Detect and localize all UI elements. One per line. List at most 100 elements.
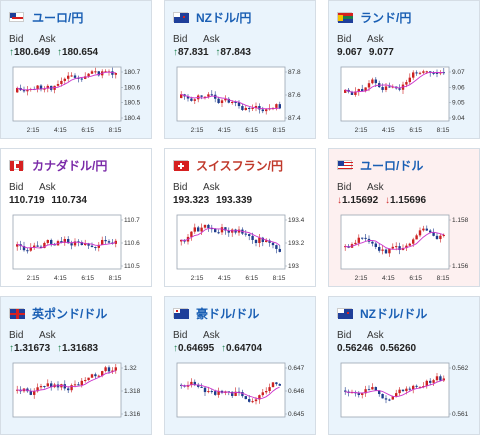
candle-body xyxy=(357,393,360,395)
candle-body xyxy=(271,242,275,246)
card-header[interactable]: 豪ドル/ドル xyxy=(173,305,259,321)
candle-body xyxy=(63,239,66,243)
candle-body xyxy=(29,247,32,251)
card-header[interactable]: ユーロ/円 xyxy=(9,9,83,25)
candle-body xyxy=(73,384,77,386)
y-tick-label: 0.645 xyxy=(288,411,305,418)
price-chart[interactable]: 193.4 193.2 193 2:15 4:15 6:15 8:15 xyxy=(173,211,309,283)
candle-body xyxy=(16,87,19,93)
candle-body xyxy=(214,228,217,233)
y-tick-label: 110.5 xyxy=(124,263,140,270)
candle-body xyxy=(384,398,388,400)
candle-body xyxy=(412,239,415,244)
card-gbpusd[interactable]: 英ポンド/ドル Bid Ask ↑1.31673 ↑1.31683 1.32 1.3… xyxy=(0,296,152,435)
ask-value: 0.56260 xyxy=(379,343,417,354)
candle-body xyxy=(193,99,196,101)
card-nzdjpy[interactable]: NZドル/円 Bid Ask ↑87.831 ↑87.843 87.8 87.6 87… xyxy=(164,0,316,139)
candle-body xyxy=(415,235,418,240)
candle-body xyxy=(16,389,19,391)
candle-body xyxy=(405,82,408,85)
candle-body xyxy=(432,232,435,236)
bid-label: Bid xyxy=(337,330,352,341)
candle-body xyxy=(97,375,100,377)
candle-body xyxy=(94,374,97,377)
price-chart[interactable]: 1.158 1.156 2:15 4:15 6:15 8:15 xyxy=(337,211,473,283)
candle-body xyxy=(398,246,401,250)
price-chart[interactable]: 9.07 9.06 9.05 9.04 2:15 4:15 6:15 8:15 xyxy=(337,63,473,135)
card-eurusd[interactable]: ユーロ/ドル Bid Ask ↓1.15692 ↓1.15696 1.158 1.1… xyxy=(328,148,480,287)
plot-area xyxy=(176,362,286,418)
card-eurjpy[interactable]: ユーロ/円 Bid Ask ↑180.649 ↑180.654 180.7 180.… xyxy=(0,0,152,139)
pair-title[interactable]: 英ポンド/ドル xyxy=(32,306,108,321)
card-header[interactable]: ランド/円 xyxy=(337,9,411,25)
eu-flag-icon xyxy=(9,12,24,22)
card-header[interactable]: スイスフラン/円 xyxy=(173,157,283,173)
ask-value: 87.843 xyxy=(220,47,251,58)
candle-body xyxy=(26,89,29,92)
price-chart[interactable]: 180.7 180.6 180.5 180.4 2:15 4:15 6:15 8:15 xyxy=(9,63,145,135)
card-header[interactable]: ユーロ/ドル xyxy=(337,157,423,173)
nz-flag-icon xyxy=(173,12,189,23)
ask-label: Ask xyxy=(203,182,220,193)
bid-ask-labels: Bid Ask xyxy=(337,330,397,341)
card-cadjpy[interactable]: カナダドル/円 Bid Ask 110.719 110.734 110.7 110.… xyxy=(0,148,152,287)
price-chart[interactable]: 0.647 0.646 0.645 xyxy=(173,359,309,431)
pair-title[interactable]: 豪ドル/ドル xyxy=(196,306,260,321)
candle-body xyxy=(56,84,60,86)
x-tick-label: 6:15 xyxy=(409,275,422,282)
candle-body xyxy=(384,249,388,254)
price-chart[interactable]: 110.7 110.6 110.5 2:15 4:15 6:15 8:15 xyxy=(9,211,145,283)
card-nzdusd[interactable]: NZドル/ドル Bid Ask 0.56246 0.56260 0.562 0.56… xyxy=(328,296,480,435)
candle-body xyxy=(415,385,418,387)
candle-body xyxy=(237,229,241,233)
bid-ask-labels: Bid Ask xyxy=(9,182,69,193)
y-tick-label: 1.158 xyxy=(452,217,469,224)
pair-title[interactable]: NZドル/円 xyxy=(196,10,252,25)
card-audusd[interactable]: 豪ドル/ドル Bid Ask ↑0.64695 ↑0.64704 0.647 0.6… xyxy=(164,296,316,435)
card-header[interactable]: NZドル/円 xyxy=(173,9,251,25)
y-tick-label: 87.4 xyxy=(288,115,301,122)
bid-label: Bid xyxy=(9,34,24,45)
pair-title[interactable]: NZドル/ドル xyxy=(360,306,428,321)
moving-average-line xyxy=(180,93,280,110)
pair-title[interactable]: スイスフラン/円 xyxy=(196,158,283,173)
candle-body xyxy=(227,230,230,233)
candle-body xyxy=(364,237,367,239)
bid-ask-labels: Bid Ask xyxy=(9,330,69,341)
pair-title[interactable]: カナダドル/円 xyxy=(32,158,108,173)
pair-title[interactable]: ユーロ/円 xyxy=(32,10,84,25)
candle-body xyxy=(39,85,43,90)
candle-body xyxy=(80,242,83,245)
card-header[interactable]: カナダドル/円 xyxy=(9,157,107,173)
candle-body xyxy=(442,378,445,381)
bid-ask-values: ↑87.831 ↑87.843 xyxy=(173,47,255,58)
price-chart[interactable]: 1.32 1.318 1.316 xyxy=(9,359,145,431)
pair-title[interactable]: ユーロ/ドル xyxy=(360,158,424,173)
card-zarjpy[interactable]: ランド/円 Bid Ask 9.067 9.077 9.07 9.06 9.05 9.0… xyxy=(328,0,480,139)
y-tick-label: 180.5 xyxy=(124,100,141,107)
candle-body xyxy=(197,227,200,232)
candle-body xyxy=(344,390,347,392)
candle-body xyxy=(381,394,384,399)
x-tick-label: 8:15 xyxy=(437,275,450,282)
candle-body xyxy=(87,73,90,77)
card-chfjpy[interactable]: スイスフラン/円 Bid Ask 193.323 193.339 193.4 193… xyxy=(164,148,316,287)
price-chart[interactable]: 87.8 87.6 87.4 2:15 4:15 6:15 8:15 xyxy=(173,63,309,135)
candle-body xyxy=(60,80,63,85)
card-header[interactable]: 英ポンド/ドル xyxy=(9,305,107,321)
pair-title[interactable]: ランド/円 xyxy=(360,10,412,25)
candle-body xyxy=(395,393,398,397)
ask-label: Ask xyxy=(39,182,56,193)
candle-body xyxy=(94,71,97,73)
candle-body xyxy=(439,235,442,240)
candle-body xyxy=(104,71,107,73)
candle-body xyxy=(87,243,90,246)
price-chart[interactable]: 0.562 0.561 xyxy=(337,359,473,431)
candle-body xyxy=(73,241,77,246)
direction-arrow: ↑ xyxy=(9,343,14,354)
bid-value: 0.56246 xyxy=(337,343,374,354)
x-tick-label: 8:15 xyxy=(273,127,286,134)
card-header[interactable]: NZドル/ドル xyxy=(337,305,427,321)
candle-body xyxy=(432,380,435,383)
